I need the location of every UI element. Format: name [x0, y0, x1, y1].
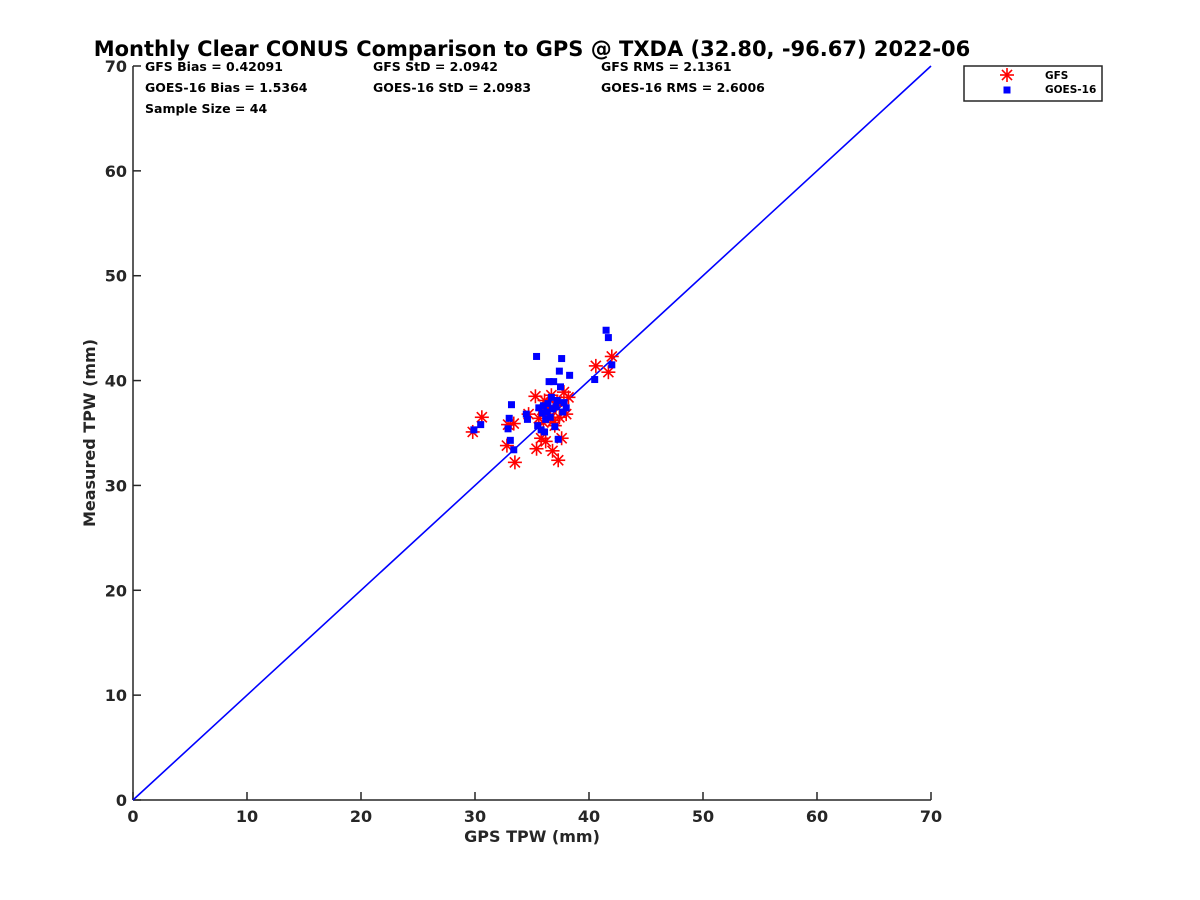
- goes16-point: [604, 334, 612, 342]
- y-axis-label: Measured TPW (mm): [80, 339, 99, 527]
- y-tick-label: 0: [116, 791, 127, 810]
- goes16-point: [522, 410, 530, 418]
- y-tick-label: 30: [105, 476, 127, 495]
- y-tick-label: 10: [105, 686, 127, 705]
- y-tick-label: 40: [105, 372, 127, 391]
- goes16-point: [510, 446, 518, 454]
- goes16-point: [506, 436, 514, 444]
- legend: GFS GOES-16: [963, 65, 1103, 102]
- y-tick-label: 20: [105, 581, 127, 600]
- sample-size-text: Sample Size = 44: [145, 101, 267, 116]
- x-tick-label: 50: [692, 807, 714, 826]
- data-points: [465, 326, 619, 470]
- goes-std-text: GOES-16 StD = 2.0983: [373, 80, 531, 95]
- reference-line: [132, 65, 932, 801]
- y-tick-labels: 0 10 20 30 40 50 60 70: [105, 57, 127, 810]
- goes16-point: [560, 399, 568, 407]
- gfs-point: [588, 358, 603, 373]
- goes16-point: [543, 408, 551, 416]
- goes16-point: [566, 371, 574, 379]
- reference-line-group: [132, 65, 932, 801]
- goes16-point: [551, 423, 559, 431]
- legend-goes-marker: [1003, 86, 1011, 94]
- gfs-point: [529, 441, 544, 456]
- goes16-point: [557, 383, 564, 391]
- goes16-point: [554, 435, 562, 443]
- goes16-point: [507, 401, 515, 409]
- plot-axes: [132, 65, 932, 801]
- goes16-point: [545, 378, 553, 386]
- x-tick-label: 60: [806, 807, 828, 826]
- gfs-point: [551, 453, 566, 468]
- legend-goes-label: GOES-16: [1045, 84, 1096, 96]
- goes16-point: [534, 422, 542, 430]
- y-tick-label: 70: [105, 57, 127, 76]
- goes16-point: [544, 400, 552, 408]
- y-tick-label: 60: [105, 162, 127, 181]
- x-tick-label: 10: [236, 807, 258, 826]
- goes16-point: [555, 367, 563, 375]
- x-tick-label: 0: [127, 807, 138, 826]
- goes16-point: [470, 426, 478, 434]
- goes16-point: [535, 404, 543, 412]
- goes16-point: [553, 396, 561, 404]
- goes16-point: [558, 355, 566, 363]
- goes16-point: [541, 428, 549, 436]
- goes-bias-text: GOES-16 Bias = 1.5364: [145, 80, 308, 95]
- x-tick-labels: 0 10 20 30 40 50 60 70: [127, 807, 942, 826]
- x-tick-label: 40: [578, 807, 600, 826]
- legend-gfs-label: GFS: [1045, 70, 1068, 82]
- goes16-point: [533, 352, 541, 360]
- goes16-point: [591, 376, 599, 384]
- goes16-point: [608, 361, 616, 369]
- goes16-legend-square: [1003, 86, 1011, 94]
- goes-rms-text: GOES-16 RMS = 2.6006: [601, 80, 765, 95]
- x-tick-label: 20: [350, 807, 372, 826]
- goes16-point: [477, 421, 485, 429]
- chart-title: Monthly Clear CONUS Comparison to GPS @ …: [94, 37, 971, 61]
- legend-box: [963, 65, 1103, 102]
- x-axis-label: GPS TPW (mm): [464, 827, 600, 846]
- goes16-point: [547, 393, 555, 401]
- goes16-point: [602, 326, 610, 334]
- goes16-point: [523, 415, 531, 423]
- stats-annotations: GFS Bias = 0.42091 GFS StD = 2.0942 GFS …: [145, 59, 765, 116]
- goes16-point: [546, 413, 554, 421]
- gfs-point: [507, 455, 522, 470]
- gfs-point: [538, 434, 553, 449]
- gfs-bias-text: GFS Bias = 0.42091: [145, 59, 283, 74]
- gfs-std-text: GFS StD = 2.0942: [373, 59, 498, 74]
- x-tick-label: 70: [920, 807, 942, 826]
- goes16-point: [539, 402, 547, 410]
- gfs-legend-asterisk: [1000, 68, 1014, 82]
- gfs-point: [545, 443, 560, 458]
- y-tick-label: 50: [105, 267, 127, 286]
- goes16-point: [552, 403, 560, 411]
- goes16-point: [562, 404, 570, 412]
- goes16-point: [504, 425, 512, 433]
- goes16-point: [505, 414, 513, 422]
- legend-gfs-marker: [1000, 68, 1014, 82]
- goes16-point: [550, 378, 558, 386]
- goes16-point: [538, 409, 546, 417]
- goes16-point: [542, 415, 550, 423]
- goes16-point: [559, 408, 567, 416]
- gfs-rms-text: GFS RMS = 2.1361: [601, 59, 732, 74]
- x-tick-label: 30: [464, 807, 486, 826]
- gfs-point: [604, 349, 619, 364]
